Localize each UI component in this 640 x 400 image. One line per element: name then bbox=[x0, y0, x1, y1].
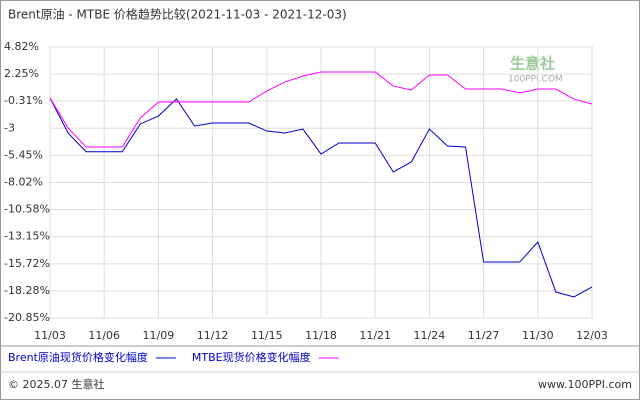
x-tick-label: 11/30 bbox=[522, 329, 554, 342]
series-line bbox=[49, 97, 593, 298]
x-tick-label: 11/09 bbox=[143, 329, 175, 342]
watermark-sub: 100PPI.COM bbox=[508, 75, 563, 85]
y-tick-label: -13.15% bbox=[4, 230, 50, 243]
y-tick-label: -18.28% bbox=[4, 284, 50, 297]
watermark: 生意社 bbox=[510, 55, 555, 73]
y-tick-label: -0.31% bbox=[4, 94, 43, 107]
y-tick-label: -3 bbox=[4, 121, 15, 134]
x-tick-label: 11/15 bbox=[251, 329, 283, 342]
y-tick-label: -5.45% bbox=[4, 148, 43, 161]
x-tick-label: 12/03 bbox=[576, 329, 608, 342]
y-tick-label: 2.25% bbox=[4, 67, 39, 80]
y-tick-label: -15.72% bbox=[4, 257, 50, 270]
footer-left: © 2025.07 生意社 bbox=[8, 377, 104, 391]
y-tick-label: -20.85% bbox=[4, 311, 50, 324]
x-tick-label: 11/27 bbox=[468, 329, 500, 342]
series-line bbox=[49, 71, 593, 148]
x-tick-label: 11/21 bbox=[359, 329, 391, 342]
x-tick-label: 11/18 bbox=[305, 329, 337, 342]
y-tick-label: -8.02% bbox=[4, 176, 43, 189]
x-tick-label: 11/12 bbox=[197, 329, 229, 342]
chart-title: Brent原油 - MTBE 价格趋势比较(2021-11-03 - 2021-… bbox=[8, 7, 347, 22]
footer-right: www.100PPI.com bbox=[538, 378, 632, 391]
x-tick-label: 11/03 bbox=[34, 329, 66, 342]
legend-label: MTBE现货价格变化幅度 bbox=[192, 350, 311, 364]
legend-label: Brent原油现货价格变化幅度 bbox=[8, 350, 148, 364]
x-tick-label: 11/24 bbox=[414, 329, 446, 342]
x-tick-label: 11/06 bbox=[88, 329, 120, 342]
y-tick-label: 4.82% bbox=[4, 40, 39, 53]
y-tick-label: -10.58% bbox=[4, 203, 50, 216]
